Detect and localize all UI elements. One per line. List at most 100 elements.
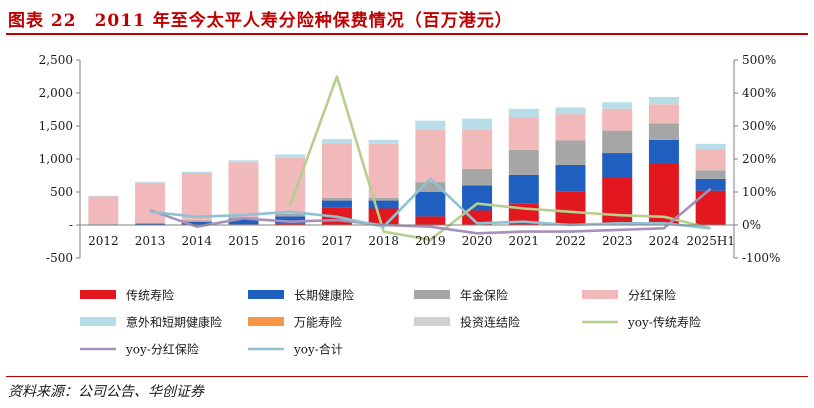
y2-tick-label: 400% (742, 86, 776, 100)
y-tick-label: -500 (46, 251, 73, 265)
legend-label: 投资连结险 (460, 315, 520, 330)
x-tick-label: 2014 (182, 234, 213, 248)
source-divider (6, 376, 808, 377)
bar-segment (695, 143, 726, 150)
bar-segment (368, 208, 399, 225)
bar-segment (415, 182, 446, 192)
bar-segment (368, 200, 399, 209)
y2-tick-label: -100% (742, 251, 780, 265)
x-tick-label: 2015 (228, 234, 259, 248)
bar-segment (321, 139, 352, 144)
bar-segment (648, 104, 679, 124)
bar-segment (648, 139, 679, 163)
bar-segment (415, 216, 446, 225)
legend-label: 传统寿险 (126, 288, 174, 303)
bar-segment (135, 181, 166, 183)
x-tick-label: 2013 (135, 234, 166, 248)
bar-segment (695, 170, 726, 179)
bar-segment (228, 162, 259, 218)
y2-tick-label: 300% (742, 119, 776, 133)
bar-segment (508, 174, 539, 204)
bar-segment (275, 223, 306, 225)
bar-segment (462, 129, 493, 169)
bar-segment (602, 108, 633, 131)
y2-tick-label: 500% (742, 53, 776, 67)
bar-segment (648, 123, 679, 140)
bar-segment (275, 154, 306, 158)
bar-segment (181, 221, 212, 225)
x-tick-label: 2018 (368, 234, 399, 248)
bar-segment (275, 216, 306, 224)
bar-segment (181, 172, 212, 221)
bar-segment (275, 213, 306, 217)
bar-segment (321, 200, 352, 208)
x-tick-label: 2021 (509, 234, 540, 248)
bar-segment (135, 223, 166, 224)
y2-tick-label: 100% (742, 185, 776, 199)
x-tick-label: 2025H1 (686, 234, 735, 248)
series-line (149, 187, 712, 235)
legend-swatch (414, 317, 450, 326)
bar-segment (181, 171, 212, 173)
bar-segment (415, 120, 446, 130)
y-tick-label: 2,500 (39, 53, 73, 67)
bar-segment (228, 219, 259, 225)
bar-segment (462, 185, 493, 211)
bar-segment (648, 162, 679, 225)
axes-layer: -500-5001,0001,5002,0002,500-100%0%100%2… (39, 53, 781, 265)
bar-segment (321, 143, 352, 198)
series-line (149, 177, 711, 230)
bar-segment (462, 210, 493, 225)
legend-label: 长期健康险 (294, 288, 354, 303)
legend-label: yoy-合计 (293, 342, 343, 357)
bar-segment (555, 191, 586, 225)
bar-segment (368, 143, 399, 198)
bar-layer (88, 96, 726, 225)
legend-swatch (582, 290, 618, 299)
x-tick-label: 2012 (88, 234, 119, 248)
legend-swatch (80, 317, 116, 326)
legend-label: yoy-分红保险 (125, 342, 199, 357)
bar-segment (462, 168, 493, 186)
bar-segment (555, 114, 586, 141)
bar-segment (508, 108, 539, 118)
bar-segment (555, 107, 586, 115)
y-tick-label: 500 (50, 185, 73, 199)
x-tick-label: 2017 (322, 234, 353, 248)
bar-segment (228, 160, 259, 163)
bar-segment (555, 164, 586, 192)
y2-tick-label: 0% (742, 218, 761, 232)
legend-swatch (414, 290, 450, 299)
bar-segment (88, 195, 119, 197)
line-layer (149, 75, 712, 242)
x-tick-label: 2024 (649, 234, 680, 248)
legend-swatch (248, 290, 284, 299)
bar-segment (368, 139, 399, 144)
bar-segment (181, 220, 212, 222)
bar-segment (321, 197, 352, 201)
legend-swatch (248, 317, 284, 326)
legend-label: 万能寿险 (294, 315, 342, 330)
x-tick-label: 2016 (275, 234, 306, 248)
bar-segment (555, 140, 586, 165)
legend-label: 年金保险 (460, 288, 508, 303)
legend-label: 分红保险 (628, 288, 676, 303)
source-note: 资料来源：公司公告、华创证券 (8, 384, 204, 400)
bar-segment (88, 196, 119, 225)
legend-swatch (80, 290, 116, 299)
legend-label: 意外和短期健康险 (126, 315, 222, 330)
y-tick-label: 1,500 (39, 119, 73, 133)
bar-segment (695, 178, 726, 191)
bar-segment (508, 149, 539, 175)
x-tick-label: 2023 (602, 234, 633, 248)
bar-segment (602, 177, 633, 225)
y-tick-label: 1,000 (39, 152, 73, 166)
bar-segment (508, 117, 539, 150)
bar-segment (462, 118, 493, 130)
bar-segment (602, 153, 633, 178)
bar-segment (135, 223, 166, 225)
bar-segment (415, 129, 446, 183)
series-line (288, 75, 711, 242)
y-tick-label: 2,000 (39, 86, 73, 100)
